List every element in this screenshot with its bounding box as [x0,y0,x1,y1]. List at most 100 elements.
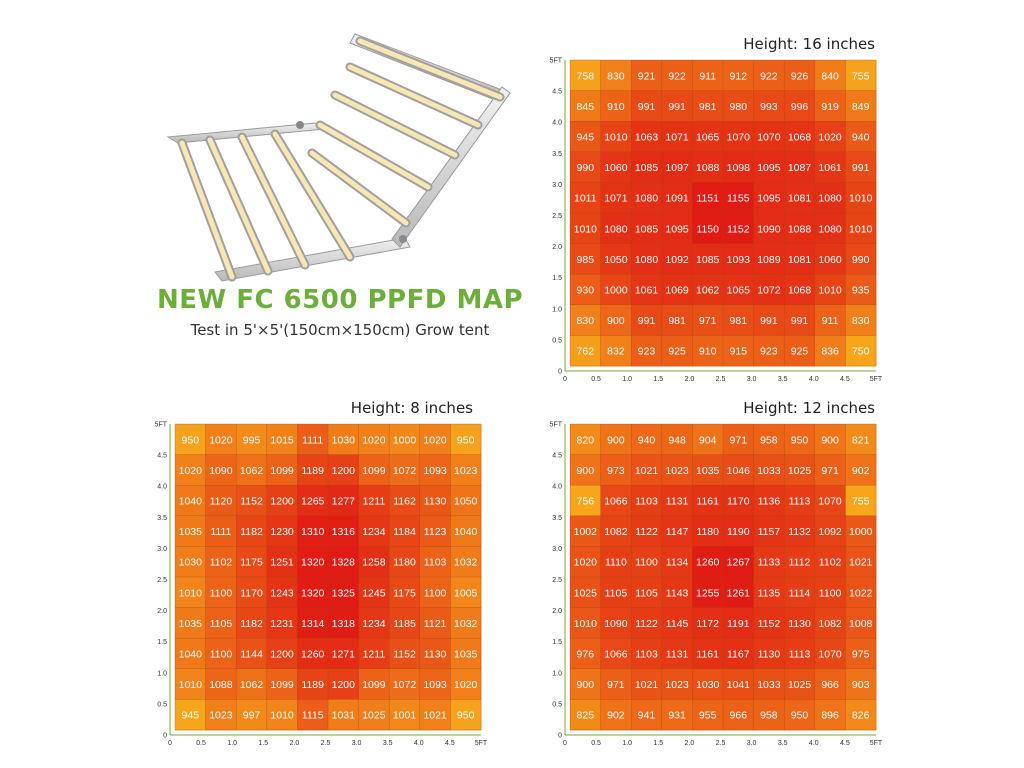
heatmap-cell [661,274,693,306]
heatmap-cell [661,638,693,670]
heatmap-cell [450,515,482,547]
cell-value-label: 971 [821,465,839,477]
cell-value-label: 971 [699,315,717,327]
heatmap-cell [358,607,390,639]
cell-value-label: 896 [821,710,839,722]
y-tick-label: 2.0 [552,608,562,615]
cell-value-label: 1062 [240,679,264,691]
heatmap-cell [845,213,877,244]
heatmap-cell [692,274,724,306]
cell-value-label: 1265 [301,496,325,508]
heatmap-cell [450,668,482,700]
x-tick-label: 0.5 [591,740,601,747]
heatmap-cell [845,274,877,306]
heatmap-cell [784,546,816,578]
cell-value-label: 1130 [788,618,811,630]
heatmap-cell [600,577,632,608]
heatmap-cell [692,668,724,700]
heatmap-cell [175,515,206,547]
cell-value-label: 925 [668,346,686,358]
cell-value-label: 900 [607,315,625,327]
y-tick-label: 5FT [550,422,563,429]
heatmap-cell [814,638,846,670]
cell-value-label: 902 [852,465,870,477]
heatmap-cell [784,485,816,517]
cell-value-label: 1087 [788,162,812,174]
y-tick-label: 0 [558,369,562,376]
heatmap-cell [814,182,846,214]
heatmap-cell [631,699,663,731]
cell-value-label: 1161 [696,496,719,508]
heatmap-cell [753,335,785,367]
cell-value-label: 1095 [665,223,689,235]
heatmap-cell [266,485,298,517]
heatmap-cell [600,424,632,455]
heatmap-cell [692,90,724,122]
heatmap-cell [236,485,268,517]
cell-value-label: 1020 [209,434,233,446]
x-tick-label: 4.0 [414,740,424,747]
cell-value-label: 1184 [393,526,416,538]
cell-value-label: 1050 [454,496,478,508]
heatmap-cell [723,668,754,700]
y-tick-label: 4.5 [552,89,562,96]
y-tick-label: 5FT [550,58,563,65]
cell-value-label: 991 [791,315,809,327]
cell-value-label: 1130 [424,649,447,661]
cell-value-label: 1032 [454,618,478,630]
heatmap-cell [570,121,601,153]
cell-value-label: 1035 [179,618,203,630]
heatmap-cell [661,182,693,214]
y-tick-label: 1.5 [552,275,562,282]
cell-value-label: 1010 [179,587,203,599]
cell-value-label: 1161 [696,649,719,661]
cell-value-label: 1090 [604,618,628,630]
cell-value-label: 1080 [818,223,842,235]
heatmap-cell [814,304,846,336]
cell-value-label: 981 [699,101,717,113]
cell-value-label: 1021 [635,465,659,477]
heatmap-cell [723,90,754,122]
heatmap-cell [723,577,754,608]
cell-value-label: 985 [577,254,595,266]
heatmap-cell [631,424,663,455]
heatmap-cell [600,546,632,578]
cell-value-label: 830 [577,315,595,327]
chart-title: Height: 12 inches [743,399,875,417]
cell-value-label: 910 [607,101,625,113]
cell-value-label: 1093 [423,465,447,477]
cell-value-label: 1132 [788,526,811,538]
cell-value-label: 1130 [758,649,781,661]
y-tick-label: 3.0 [552,546,562,553]
cell-value-label: 1005 [454,587,478,599]
heatmap-cell [661,699,693,731]
heatmap-cell [297,454,329,486]
cell-value-label: 976 [577,649,595,661]
cell-value-label: 923 [760,346,778,358]
heatmap-cell [692,182,724,214]
cell-value-label: 1097 [665,162,689,174]
heatmap-cell [389,546,421,578]
ppfd-map-16-inches: Height: 16 inches 758 830 921 922 911 912 922 9… [540,32,883,384]
cell-value-label: 1095 [757,193,781,205]
cell-value-label: 1068 [788,132,812,144]
cell-value-label: 911 [822,315,839,327]
cell-value-label: 902 [607,710,625,722]
heatmap-cell [692,638,724,670]
x-tick-label: 0 [563,740,567,747]
heatmap-svg: 758 830 921 922 911 912 922 926 840 755 845 910 991 9… [550,58,883,384]
cell-value-label: 904 [699,434,717,446]
cell-value-label: 1182 [240,526,263,538]
x-tick-label: 5FT [870,376,883,383]
x-tick-label: 1.0 [227,740,237,747]
cell-value-label: 900 [821,434,839,446]
y-tick-label: 4.0 [552,484,562,491]
cell-value-label: 1112 [789,557,811,569]
cell-value-label: 912 [730,70,748,82]
y-tick-label: 3.5 [157,515,167,522]
cell-value-label: 923 [638,346,656,358]
cell-value-label: 1325 [332,587,356,599]
cell-value-label: 973 [607,465,625,477]
heatmap-cell [570,90,601,122]
cell-value-label: 1316 [332,526,356,538]
